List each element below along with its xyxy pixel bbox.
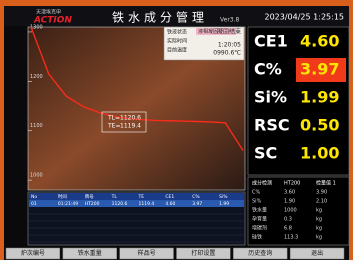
detail-cell: 1.90 [284, 199, 295, 205]
version: Ver3.8 [220, 17, 240, 24]
annotation-value: 1120.6 [120, 115, 141, 122]
table-cell: 3.97 [192, 201, 202, 207]
result-value: 1.00 [300, 144, 339, 163]
table-cell: 01 [31, 201, 37, 207]
detail-cell: kg [316, 217, 322, 223]
detail-cell: 孕育量 [252, 216, 267, 223]
result-value: 0.50 [300, 116, 339, 135]
ui: 天津埃克申 ACTION 铁水成分管理 Ver3.8 2023/04/25 1:… [4, 6, 349, 260]
detail-cell: 0.3 [284, 217, 292, 223]
detail-cell: 113.3 [284, 235, 298, 241]
result-value: 4.60 [300, 32, 339, 51]
info-head: 液相凝固 [198, 28, 218, 35]
datetime: 2023/04/25 1:25:15 [265, 13, 345, 22]
annotation-label: TL= [107, 115, 120, 122]
result-name: CE1 [254, 32, 288, 51]
button-label: 炉次编号 [21, 249, 45, 257]
info-label: 铁液状态 [167, 29, 187, 36]
table-cell: 1119.4 [139, 201, 155, 207]
table-cell: 4.60 [165, 201, 175, 207]
y-tick-label: 1100 [30, 123, 43, 129]
annotation-label: TE= [107, 123, 120, 130]
title: 铁水成分管理 [112, 10, 208, 25]
button-label: 样品号 [138, 249, 156, 257]
info-value: 凝固结束 [217, 28, 241, 36]
detail-cell: 6.8 [284, 226, 292, 232]
button-label: 打印设置 [191, 249, 215, 257]
annotation-value: 1119.4 [120, 123, 141, 130]
detail-cell: 硅铁 [252, 234, 262, 241]
info-label: 目前温度 [167, 47, 187, 54]
detail-cell: 3.60 [284, 190, 295, 196]
table-header: TE [138, 194, 145, 200]
info-label: 实际时间 [167, 38, 187, 45]
result-name: RSC [254, 116, 290, 135]
page: 天津埃克申 ACTION 铁水成分管理 Ver3.8 2023/04/25 1:… [0, 0, 353, 260]
table-cell: 01:21:49 [58, 201, 78, 207]
detail-cell: 成分检测 [252, 180, 272, 187]
detail-cell: HT200 [284, 181, 300, 187]
button-label: 历史查询 [248, 249, 272, 257]
result-value: 1.99 [300, 88, 339, 107]
y-tick-label: 1000 [30, 173, 43, 179]
table-header: Si% [219, 194, 228, 200]
detail-cell: 1000 [284, 208, 297, 214]
detail-cell: 2.10 [316, 199, 327, 205]
table-cell: 1.99 [219, 201, 229, 207]
table-header: No [31, 194, 37, 200]
detail-cell: 检量值 1 [316, 180, 336, 187]
result-name: SC [254, 144, 277, 163]
y-tick-label: 1200 [30, 74, 43, 80]
table-header: 时间 [58, 193, 67, 200]
detail-cell: 增碳剂 [252, 225, 267, 232]
screen: 天津埃克申 ACTION 铁水成分管理 Ver3.8 2023/04/25 1:… [4, 6, 349, 260]
button-label: 铁水重量 [78, 249, 102, 257]
logo-sub: 天津埃克申 [36, 9, 61, 16]
detail-cell: C% [252, 190, 260, 196]
info-value: 0990.6℃ [213, 50, 241, 57]
button-label: 退出 [311, 249, 323, 257]
detail-cell: kg [316, 208, 322, 214]
table-header: 牌号 [85, 193, 94, 200]
table-header: C% [192, 194, 200, 200]
table-header: CE1 [165, 194, 174, 200]
result-value: 3.97 [300, 60, 339, 79]
detail-cell: 铁水量 [252, 207, 267, 214]
result-name: C% [254, 60, 282, 79]
detail-cell: Si% [252, 199, 262, 205]
detail-cell: kg [316, 235, 322, 241]
table-cell: HT200 [85, 201, 100, 207]
info-value: 1:20:05 [218, 42, 241, 49]
result-name: Si% [254, 88, 287, 107]
table-header: TL [111, 194, 118, 200]
detail-cell: kg [316, 226, 322, 232]
detail-cell: 3.90 [316, 190, 327, 196]
table-cell: 1120.6 [112, 201, 128, 207]
